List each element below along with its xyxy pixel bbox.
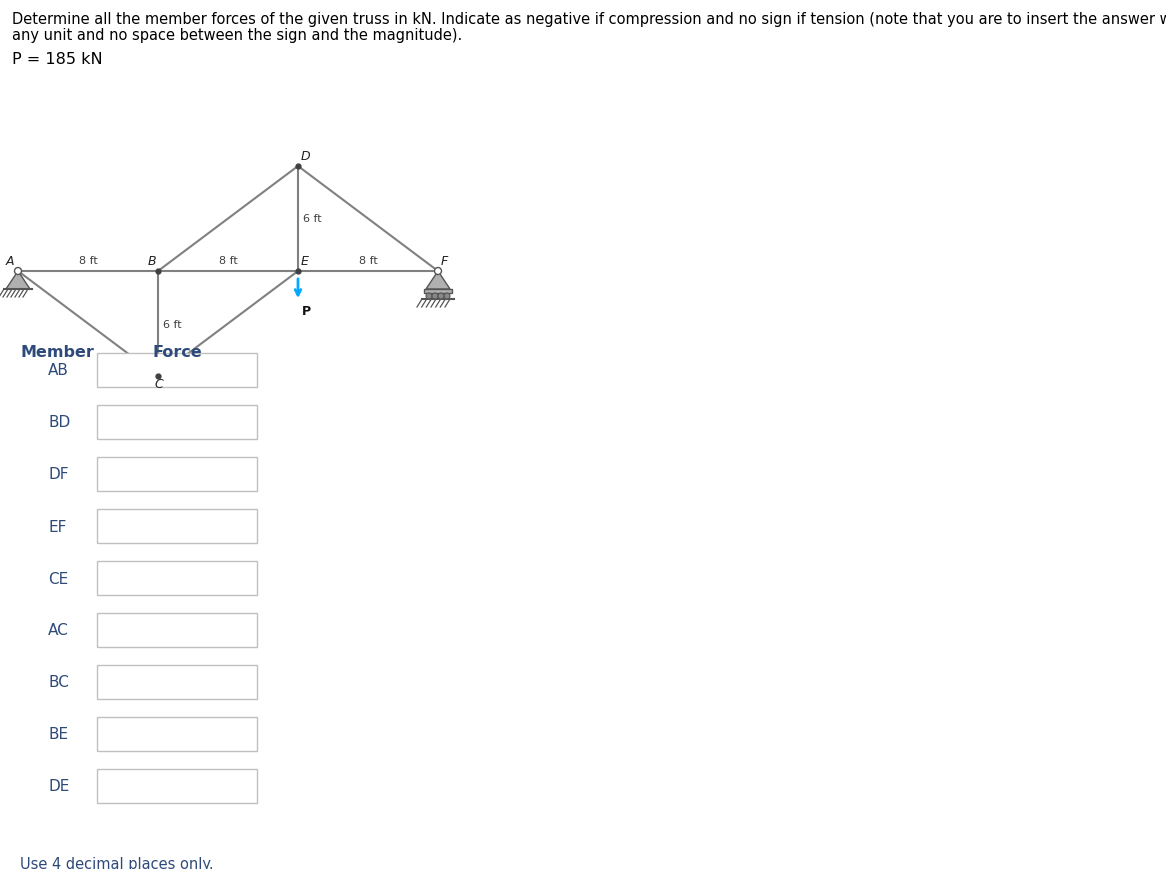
Polygon shape bbox=[6, 272, 30, 289]
Text: BD: BD bbox=[48, 415, 70, 430]
Text: BE: BE bbox=[48, 726, 68, 741]
Text: P = 185 kN: P = 185 kN bbox=[12, 52, 103, 67]
Bar bbox=[97, 717, 257, 751]
Bar bbox=[97, 769, 257, 803]
Circle shape bbox=[438, 294, 444, 300]
Text: D: D bbox=[301, 149, 310, 163]
Text: AC: AC bbox=[48, 623, 69, 638]
Bar bbox=[97, 406, 257, 440]
Circle shape bbox=[431, 294, 438, 300]
Circle shape bbox=[435, 269, 442, 275]
Text: Member: Member bbox=[20, 345, 94, 360]
Text: B: B bbox=[148, 255, 156, 268]
Bar bbox=[97, 614, 257, 647]
Text: AB: AB bbox=[48, 363, 69, 378]
Text: C: C bbox=[154, 377, 163, 390]
Text: CE: CE bbox=[48, 571, 69, 586]
Circle shape bbox=[14, 269, 21, 275]
Text: 8 ft: 8 ft bbox=[78, 255, 98, 266]
Text: DE: DE bbox=[48, 779, 69, 793]
Bar bbox=[97, 509, 257, 543]
Text: Use 4 decimal places only.: Use 4 decimal places only. bbox=[20, 856, 213, 869]
Text: BC: BC bbox=[48, 674, 69, 690]
Polygon shape bbox=[426, 272, 450, 289]
Text: Force: Force bbox=[152, 345, 202, 360]
Bar bbox=[97, 561, 257, 595]
Bar bbox=[97, 457, 257, 492]
Text: F: F bbox=[441, 255, 448, 268]
Bar bbox=[97, 666, 257, 700]
Text: 6 ft: 6 ft bbox=[163, 319, 182, 329]
Text: DF: DF bbox=[48, 467, 69, 482]
Text: E: E bbox=[301, 255, 309, 268]
Circle shape bbox=[426, 294, 431, 300]
Text: 8 ft: 8 ft bbox=[219, 255, 238, 266]
Text: EF: EF bbox=[48, 519, 66, 534]
Text: any unit and no space between the sign and the magnitude).: any unit and no space between the sign a… bbox=[12, 28, 462, 43]
Text: 6 ft: 6 ft bbox=[303, 215, 322, 224]
Text: A: A bbox=[6, 255, 14, 268]
Bar bbox=[97, 354, 257, 388]
Circle shape bbox=[444, 294, 450, 300]
Polygon shape bbox=[424, 289, 452, 294]
Text: P: P bbox=[302, 305, 311, 318]
Text: 8 ft: 8 ft bbox=[359, 255, 378, 266]
Text: Determine all the member forces of the given truss in kN. Indicate as negative i: Determine all the member forces of the g… bbox=[12, 12, 1166, 27]
